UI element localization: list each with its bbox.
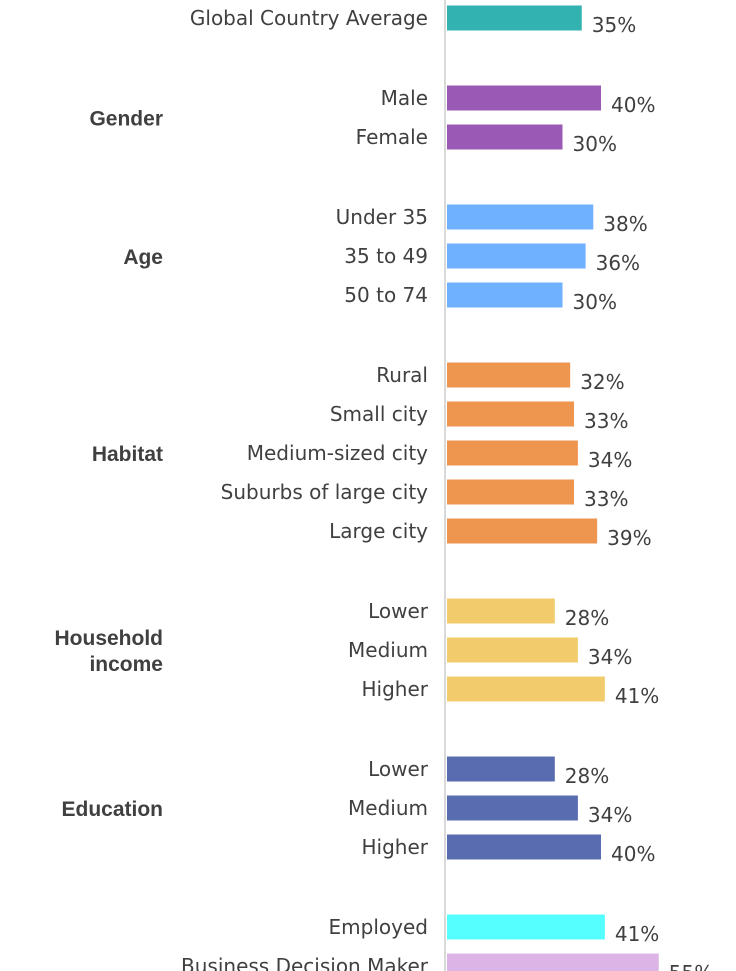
group-label-habitat: Habitat: [92, 443, 163, 466]
bar-higher: [447, 676, 605, 702]
category-label-large-city: Large city: [329, 519, 428, 543]
bar-under-35: [447, 204, 594, 230]
category-label-male: Male: [381, 86, 428, 110]
category-label-female: Female: [356, 125, 428, 149]
value-label-higher: 41%: [615, 684, 659, 708]
category-label-small-city: Small city: [330, 402, 428, 426]
value-label-35-to-49: 36%: [596, 251, 640, 275]
bar-medium-sized-city: [447, 440, 578, 466]
group-label-education: Education: [61, 798, 163, 821]
value-label-lower: 28%: [565, 764, 609, 788]
value-label-under-35: 38%: [603, 212, 647, 236]
bar-higher: [447, 834, 601, 860]
value-label-higher: 40%: [611, 842, 655, 866]
value-label-suburbs-of-large-city: 33%: [584, 487, 628, 511]
bar-medium: [447, 637, 578, 663]
bar-global-country-average: [447, 5, 582, 31]
bar-employed: [447, 914, 605, 940]
bar-small-city: [447, 401, 575, 427]
bar-medium: [447, 795, 578, 821]
value-label-medium: 34%: [588, 645, 632, 669]
value-label-medium-sized-city: 34%: [588, 448, 632, 472]
bar-35-to-49: [447, 243, 586, 269]
group-label-line: income: [89, 653, 163, 676]
category-label-medium-sized-city: Medium-sized city: [247, 441, 428, 465]
group-label-line: Education: [61, 798, 163, 821]
value-label-rural: 32%: [580, 370, 624, 394]
group-label-line: Age: [123, 246, 163, 269]
group-label-line: Habitat: [92, 443, 163, 466]
category-label-global-country-average: Global Country Average: [190, 6, 428, 30]
bar-lower: [447, 598, 555, 624]
value-label-employed: 41%: [615, 922, 659, 946]
group-label-gender: Gender: [89, 108, 163, 131]
group-label-line: Household: [55, 627, 164, 650]
group-label-household-income: Household income: [55, 627, 164, 676]
value-label-small-city: 33%: [584, 409, 628, 433]
category-label-50-to-74: 50 to 74: [344, 283, 428, 307]
bar-50-to-74: [447, 282, 563, 308]
value-label-male: 40%: [611, 93, 655, 117]
value-label-global-country-average: 35%: [592, 13, 636, 37]
category-label-business-decision-maker: Business Decision Maker: [181, 954, 429, 971]
category-label-lower: Lower: [368, 757, 429, 781]
category-label-higher: Higher: [362, 835, 429, 859]
bar-suburbs-of-large-city: [447, 479, 575, 505]
category-label-medium: Medium: [348, 796, 428, 820]
category-label-35-to-49: 35 to 49: [344, 244, 428, 268]
bar-rural: [447, 362, 571, 388]
value-label-business-decision-maker: 55%: [669, 961, 713, 971]
chart-marks: Global Country Average 35% Male 40% Female 30…: [55, 5, 713, 971]
category-label-rural: Rural: [376, 363, 428, 387]
value-label-female: 30%: [573, 132, 617, 156]
group-label-age: Age: [123, 246, 163, 269]
category-label-employed: Employed: [329, 915, 428, 939]
category-label-lower: Lower: [368, 599, 429, 623]
category-label-medium: Medium: [348, 638, 428, 662]
value-label-50-to-74: 30%: [573, 290, 617, 314]
value-label-large-city: 39%: [607, 526, 651, 550]
category-label-suburbs-of-large-city: Suburbs of large city: [221, 480, 429, 504]
group-label-line: Gender: [89, 108, 163, 131]
bar-female: [447, 124, 563, 150]
category-label-under-35: Under 35: [336, 205, 428, 229]
value-label-lower: 28%: [565, 606, 609, 630]
bar-large-city: [447, 518, 598, 544]
bar-business-decision-maker: [447, 953, 659, 971]
category-label-higher: Higher: [362, 677, 429, 701]
value-label-medium: 34%: [588, 803, 632, 827]
bar-lower: [447, 756, 555, 782]
bar-male: [447, 85, 601, 111]
